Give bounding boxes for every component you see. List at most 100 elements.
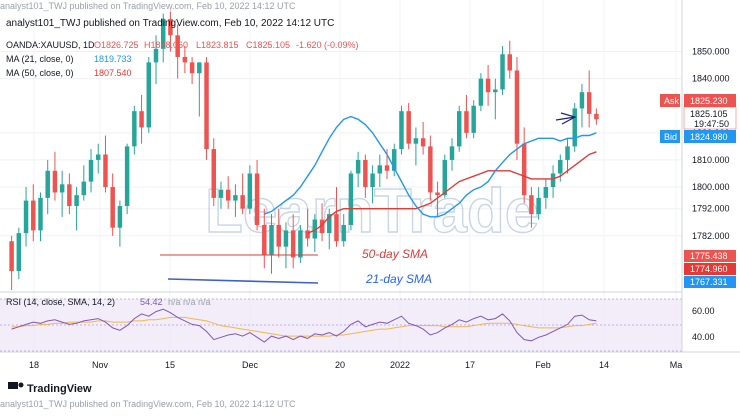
candle <box>507 40 512 79</box>
candle <box>45 159 50 215</box>
candle-body <box>269 224 274 255</box>
candle-body <box>586 92 592 114</box>
candle-body <box>543 187 549 198</box>
candle-body <box>514 70 520 144</box>
ma50-line <box>307 151 597 234</box>
candle <box>67 173 72 215</box>
candle-body <box>478 78 484 106</box>
candle-body <box>182 56 188 63</box>
candle <box>189 56 195 85</box>
candle <box>16 227 22 280</box>
candle <box>204 56 209 160</box>
ma50-legend-label: MA (50, close, 0) <box>6 68 74 78</box>
candle <box>160 13 166 63</box>
symbol-legend: OANDA:XAUUSD, 1D O1826.725 H1828.060 L18… <box>6 40 359 78</box>
candle <box>132 105 137 155</box>
last-price-value: 1825.105 <box>690 109 728 119</box>
candle-body <box>247 173 253 209</box>
candle-body <box>290 230 296 258</box>
candle-body <box>493 89 498 93</box>
candle <box>428 135 433 201</box>
rsi-sma-line <box>11 316 597 337</box>
candle <box>493 78 498 120</box>
candle-body <box>276 224 281 247</box>
candle <box>175 24 180 79</box>
candle <box>435 181 440 217</box>
candle <box>536 187 541 220</box>
ohlc-low: L1823.815 <box>196 40 239 50</box>
candle-body <box>399 111 404 150</box>
price-tick-label: 1792.000 <box>692 204 730 214</box>
candle-body <box>52 170 58 193</box>
candle-body <box>218 189 224 198</box>
candle-body <box>413 138 419 144</box>
candle <box>485 65 491 106</box>
time-tick-label: Feb <box>535 360 551 370</box>
candle-body <box>31 200 36 231</box>
candle-body <box>334 214 339 242</box>
ma21-line <box>264 115 597 218</box>
ohlc-open: O1826.725 <box>94 40 139 50</box>
tradingview-logo: TradingView <box>8 382 92 395</box>
candle-body <box>110 187 115 228</box>
candle <box>550 165 556 198</box>
rsi-tick-60: 60.00 <box>692 306 715 316</box>
candle-body <box>384 165 390 171</box>
candle <box>355 151 361 188</box>
candle-body <box>204 62 209 150</box>
candle-body <box>103 154 108 188</box>
candle-body <box>471 105 476 133</box>
sma50-annotation: 50-day SMA <box>362 247 428 261</box>
candle <box>146 56 152 133</box>
candle-body <box>521 143 527 196</box>
price-tick-label: 1800.000 <box>692 182 730 192</box>
candle-body <box>406 111 411 144</box>
ma21-legend-label: MA (21, close, 0) <box>6 54 74 64</box>
candle <box>262 208 267 269</box>
publish-line-top: analyst101_TWJ published on TradingView.… <box>0 1 296 11</box>
candle <box>377 154 383 188</box>
candle-body <box>500 54 505 90</box>
candle-body <box>23 200 29 234</box>
candle-body <box>348 173 354 225</box>
candle-body <box>355 159 361 174</box>
bid-tag: Bid 1824.980 <box>660 130 736 143</box>
candle <box>413 127 419 166</box>
candle <box>449 138 455 171</box>
candle <box>420 122 426 155</box>
price-tick-label: 1840.000 <box>692 74 730 84</box>
candle-body <box>146 62 152 128</box>
price-tick-label: 1850.000 <box>692 47 730 57</box>
candle <box>117 200 123 247</box>
candle <box>218 181 224 209</box>
candle-body <box>464 111 469 133</box>
candle <box>74 187 79 231</box>
tag-low-2: 1774.960 <box>690 264 728 274</box>
candle-body <box>485 78 491 93</box>
candle <box>363 154 368 198</box>
symbol-title: OANDA:XAUUSD, 1D <box>6 40 95 50</box>
candle-body <box>363 159 368 188</box>
candle <box>225 176 231 209</box>
candle-body <box>74 195 79 206</box>
candle <box>254 159 260 231</box>
time-tick-label: 14 <box>599 360 609 370</box>
candle <box>197 62 202 117</box>
candle-body <box>594 113 599 120</box>
candle <box>392 143 397 177</box>
time-tick-label: 17 <box>465 360 475 370</box>
publish-line-bottom: analyst101_TWJ published on TradingView.… <box>0 399 296 409</box>
candle-body <box>558 159 563 174</box>
candle-body <box>536 197 541 215</box>
ma21-legend-value: 1819.733 <box>94 54 132 64</box>
candle <box>103 135 108 193</box>
candle-body <box>175 35 180 57</box>
candle <box>478 73 484 112</box>
candle <box>139 94 144 144</box>
publish-line: analyst101_TWJ published on TradingView.… <box>6 18 334 29</box>
candle-body <box>319 219 325 234</box>
candle-body <box>392 149 397 171</box>
candle <box>572 103 577 152</box>
candle <box>471 100 476 139</box>
candle-body <box>153 48 159 63</box>
